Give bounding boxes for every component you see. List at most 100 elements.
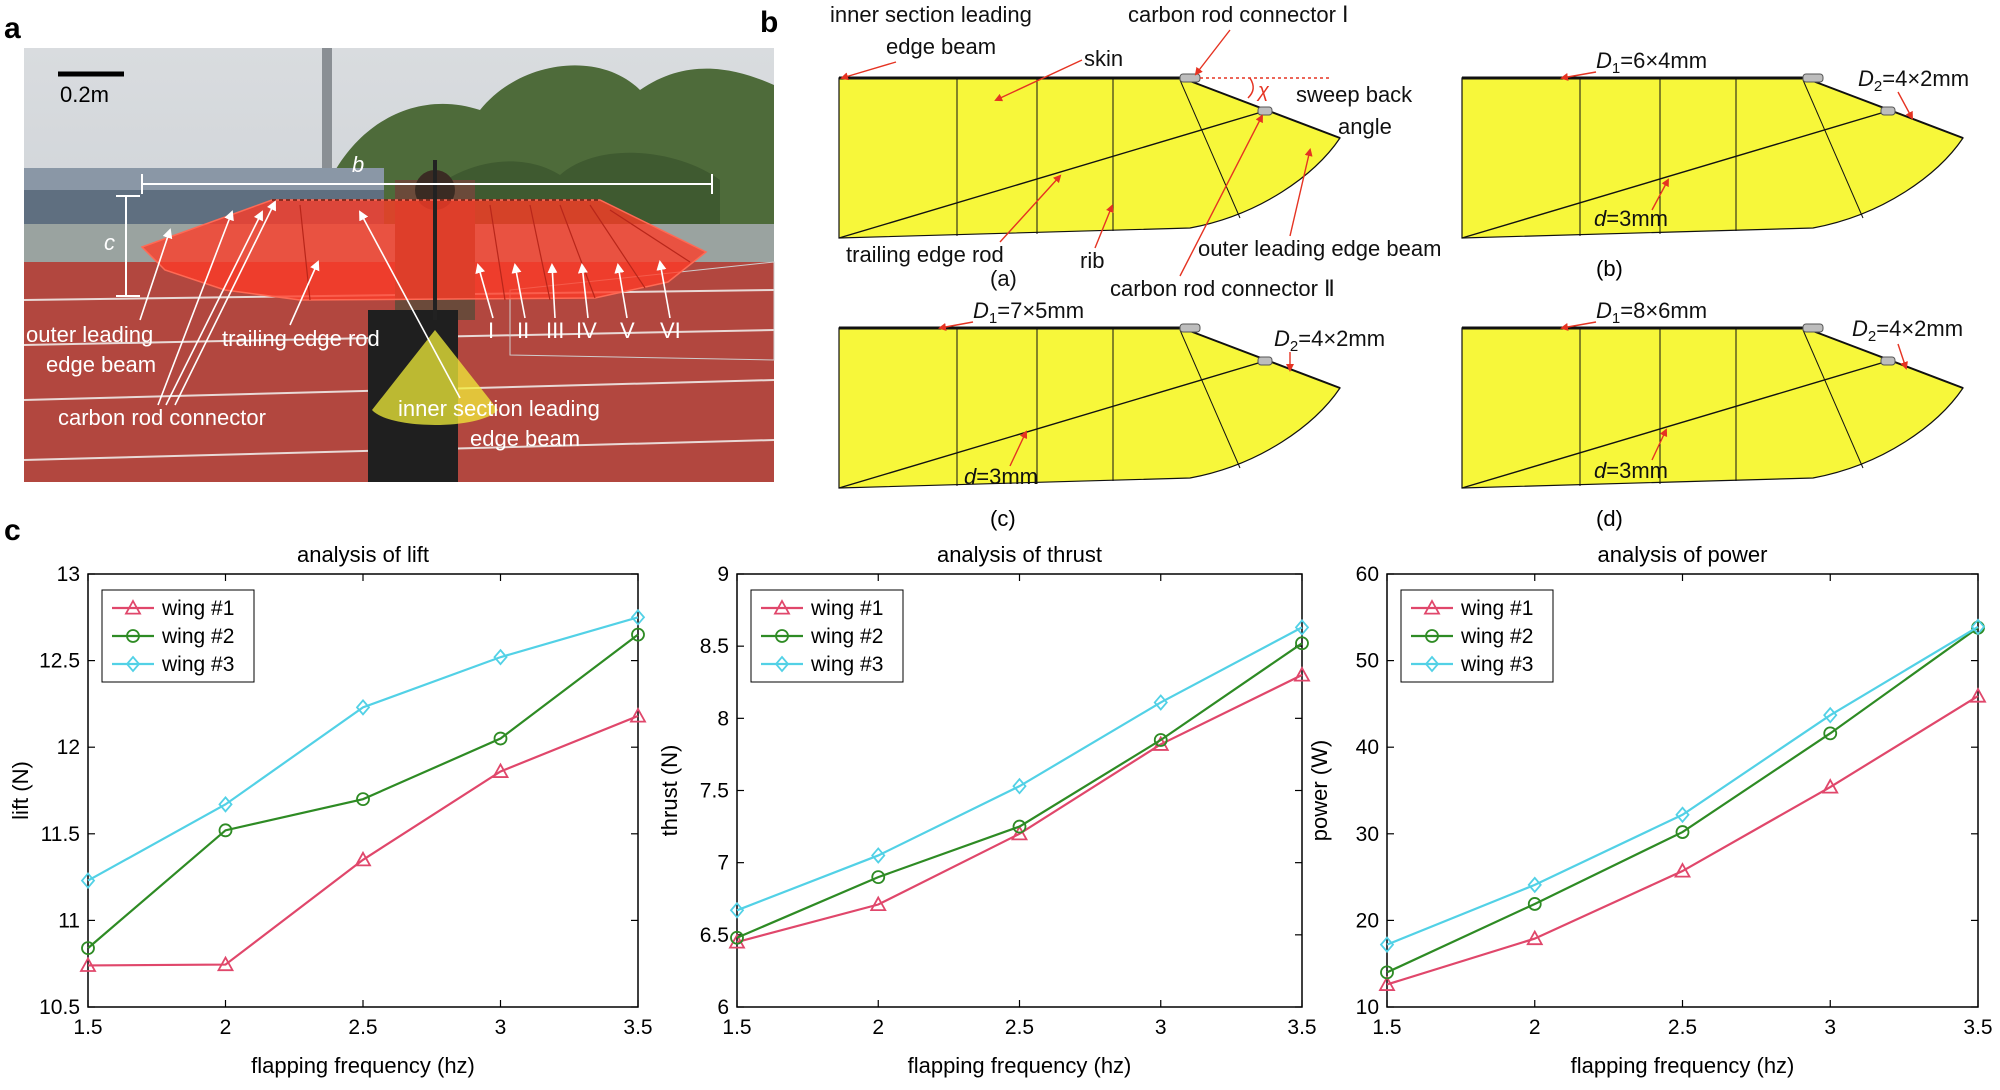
x-tick-label: 2.5 [1668,1016,1697,1039]
tail-cone [372,330,498,425]
chart-1: analysis of lift 1.5 2 2.5 3 3.5 10.5 11 11.5 12 1… [8,542,653,1078]
data-point-s2-2 [1527,897,1542,911]
diag-d-d2-val: =4×2mm [1876,316,1963,341]
x-tick-label: 3.5 [623,1016,652,1039]
y-tick-label: 12.5 [39,650,80,673]
data-point-s2-3 [1675,825,1690,839]
data-point-s2-3 [356,792,370,807]
data-point-s1-4 [1152,735,1170,751]
data-point-s2-4 [1153,733,1168,747]
y-axis-label: lift (N) [8,761,33,820]
panel-a-photo: a [4,12,775,482]
data-point-s3-5 [630,608,646,626]
legend-marker-1 [773,599,791,615]
y-tick-label: 11 [58,909,80,932]
y-tick-label: 20 [1356,909,1379,932]
svg-text:D2=4×2mm: D2=4×2mm [1858,66,1969,95]
data-point-s1-5 [1969,687,1987,703]
data-point-s2-1 [1380,965,1394,980]
y-tick-label: 10.5 [39,996,80,1019]
data-point-s1-5 [1293,666,1311,682]
diag-a-sweep-1: sweep back [1296,82,1413,107]
diag-b-d2-sym: D [1858,66,1874,91]
diag-d-d1-val: =8×6mm [1620,298,1707,323]
legend-marker-3 [1424,655,1440,673]
rib-label-3: III [546,318,564,343]
x-tick-label: 2 [872,1016,884,1039]
data-point-s1-4 [1821,778,1839,794]
data-point-s2-1 [81,941,95,956]
photo-outer-leading-2: edge beam [46,352,156,377]
data-point-s3-3 [1012,777,1027,795]
x-tick-label: 1.5 [73,1016,102,1039]
data-point-s2-4 [1823,726,1838,741]
data-point-s2-4 [493,731,508,746]
series-line-1 [1386,695,1979,986]
diag-a-connector-1: carbon rod connector Ⅰ [1128,2,1349,27]
diag-c-d2-val: =4×2mm [1298,326,1385,351]
diag-b-d2-val: =4×2mm [1882,66,1969,91]
diag-d-d-val: =3mm [1606,458,1668,483]
x-tick-label: 3 [1824,1016,1836,1039]
wing-diagram-b: D1=6×4mm D2=4×2mm d=3mm (b) [1461,48,1969,281]
data-point-s3-1 [80,872,96,889]
diag-b-d-sym: d [1594,206,1607,231]
series-line-3 [1386,625,1979,946]
x-tick-label: 2 [1529,1016,1541,1039]
data-point-s1-5 [629,707,647,723]
y-axis-label: power (W) [1307,740,1332,841]
x-tick-label: 2 [220,1016,232,1039]
y-tick-label: 50 [1356,650,1379,673]
data-point-s1-2 [869,895,887,912]
dim-b-label: b [352,152,364,177]
data-point-s1-3 [1673,862,1692,878]
data-point-s1-1 [79,956,97,972]
data-point-s1-3 [1010,824,1029,841]
legend-marker-3 [774,655,790,673]
rib-label-5: V [620,318,635,343]
panel-label-b: b [760,6,778,39]
diag-d-d1-sub: 1 [1612,310,1620,327]
diag-a-outer: outer leading edge beam [1198,236,1441,261]
photo-inner-section-2: edge beam [470,426,580,451]
rib-label-4: IV [576,318,597,343]
diag-b-d2-sub: 2 [1874,78,1882,95]
y-tick-label: 6 [717,996,729,1019]
series-line-1 [87,715,639,967]
x-tick-label: 2.5 [348,1016,377,1039]
y-tick-label: 30 [1356,823,1379,846]
diag-c-d1-sub: 1 [989,310,997,327]
data-point-s3-5 [1970,618,1986,636]
y-tick-label: 40 [1356,736,1379,759]
diag-d-d2-sym: D [1852,316,1868,341]
legend-label-1: wing #1 [161,597,234,620]
data-point-s3-2 [218,795,233,813]
y-tick-label: 11.5 [41,823,80,846]
legend-marker-1 [1423,599,1441,615]
data-point-s3-4 [1153,694,1168,711]
diag-a-caption: (a) [990,266,1017,291]
data-point-s2-5 [1295,636,1309,651]
svg-text:D1=6×4mm: D1=6×4mm [1596,48,1707,77]
chart-title: analysis of thrust [937,542,1102,567]
data-point-s1-2 [1526,929,1544,946]
wing-diagram-d: D1=8×6mm D2=4×2mm d=3mm (d) [1461,298,1964,531]
diag-c-d1-sym: D [973,298,989,323]
diag-c-d-sym: d [964,464,977,489]
data-point-s3-1 [729,901,745,919]
legend-marker-3 [125,655,141,673]
data-point-s2-5 [631,627,645,642]
series-line-3 [736,626,1303,912]
data-point-s1-1 [1378,975,1396,991]
legend-marker-1 [124,599,142,615]
legend-label-2: wing #2 [1460,625,1533,648]
x-tick-label: 1.5 [1372,1016,1401,1039]
diag-b-d1-val: =6×4mm [1620,48,1707,73]
y-tick-label: 7.5 [700,780,729,803]
legend-label-1: wing #1 [810,597,883,620]
x-tick-label: 2.5 [1005,1016,1034,1039]
y-tick-label: 8.5 [700,635,729,658]
photo-inner-section-1: inner section leading [398,396,600,421]
svg-text:d=3mm: d=3mm [1594,206,1668,231]
legend-marker-2 [775,629,789,643]
